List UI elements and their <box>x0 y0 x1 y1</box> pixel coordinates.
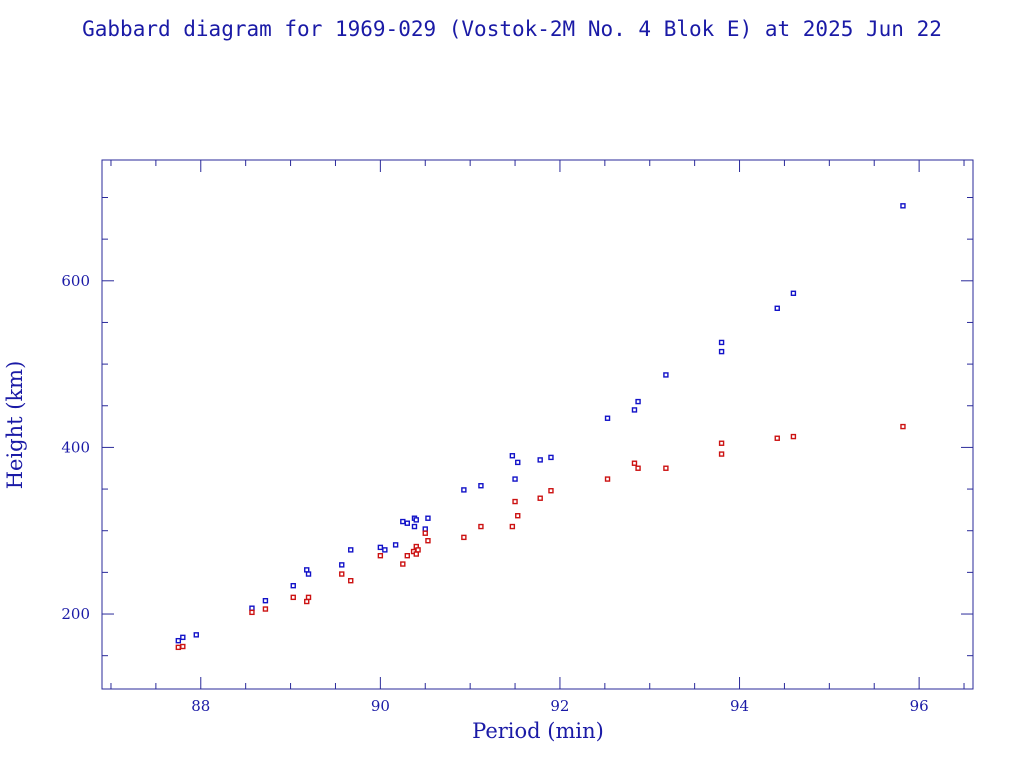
apogee-point <box>509 453 516 459</box>
perigee-point <box>461 534 467 541</box>
apogee-point <box>900 203 906 209</box>
apogee-point <box>411 523 418 530</box>
perigee-point <box>400 561 406 567</box>
perigee-point <box>249 609 255 616</box>
y-tick-label: 600 <box>61 272 90 290</box>
apogee-point <box>392 542 399 548</box>
perigee-point <box>774 435 780 441</box>
apogee-point <box>400 518 406 525</box>
perigee-point <box>180 643 186 650</box>
perigee-point <box>262 606 269 612</box>
perigee-point <box>377 553 384 559</box>
y-tick-label: 200 <box>61 605 90 623</box>
y-tick-label: 400 <box>61 438 90 456</box>
apogee-point <box>377 544 384 551</box>
perigee-point <box>413 551 419 557</box>
apogee-point <box>180 634 186 641</box>
apogee-point <box>635 398 641 405</box>
plot-frame <box>101 159 974 690</box>
perigee-point <box>415 547 421 553</box>
x-tick-label: 92 <box>550 697 569 715</box>
chart-title: Gabbard diagram for 1969-029 (Vostok-2M … <box>82 17 942 41</box>
apogee-point <box>262 597 269 604</box>
perigee-point <box>790 433 797 440</box>
perigee-point <box>718 451 725 457</box>
perigee-point <box>635 465 641 471</box>
apogee-point <box>515 459 521 466</box>
apogee-point <box>774 305 780 311</box>
perigee-point <box>305 594 312 601</box>
perigee-point <box>537 495 543 501</box>
apogee-point <box>382 547 388 553</box>
apogee-point <box>512 476 518 482</box>
apogee-point <box>339 562 345 568</box>
apogee-point <box>290 582 296 589</box>
perigee-point <box>304 598 310 605</box>
perigee-point <box>631 460 638 466</box>
apogee-point <box>304 567 310 573</box>
apogee-point <box>175 637 182 644</box>
perigee-point <box>509 523 516 530</box>
apogee-point <box>404 520 410 526</box>
perigee-point <box>404 553 410 559</box>
apogee-point <box>348 547 354 553</box>
x-tick-label: 96 <box>910 697 929 715</box>
apogee-point <box>537 457 543 463</box>
perigee-point <box>339 571 345 577</box>
perigee-point <box>548 488 554 494</box>
perigee-point <box>900 423 906 430</box>
perigee-point <box>604 476 611 482</box>
x-tick-label: 94 <box>730 697 749 715</box>
perigee-point <box>175 644 182 651</box>
apogee-point <box>631 407 638 413</box>
apogee-point <box>663 372 669 378</box>
x-axis-label: Period (min) <box>472 719 604 743</box>
perigee-point <box>422 530 428 536</box>
perigee-point <box>718 440 725 446</box>
apogee-point <box>249 605 255 611</box>
apogee-point <box>718 348 725 355</box>
apogee-point <box>461 487 467 493</box>
perigee-point <box>515 513 521 519</box>
perigee-point <box>425 538 431 544</box>
apogee-point <box>425 515 431 521</box>
apogee-point <box>790 290 797 296</box>
perigee-point <box>348 578 354 584</box>
y-axis-label: Height (km) <box>3 361 27 490</box>
apogee-point <box>604 415 611 421</box>
data-points <box>175 203 906 651</box>
apogee-point <box>478 483 484 489</box>
apogee-point <box>305 571 312 577</box>
apogee-point <box>718 339 725 346</box>
apogee-point <box>548 454 554 461</box>
apogee-point <box>422 526 428 532</box>
apogee-point <box>193 632 199 638</box>
axis-ticks: 88 90 92 94 96 200 400 600 <box>61 160 973 715</box>
perigee-point <box>663 465 669 471</box>
perigee-point <box>290 594 296 601</box>
x-tick-label: 90 <box>371 697 390 715</box>
perigee-point <box>478 523 484 530</box>
x-tick-label: 88 <box>191 697 210 715</box>
perigee-point <box>512 498 518 505</box>
apogee-point <box>413 517 419 523</box>
